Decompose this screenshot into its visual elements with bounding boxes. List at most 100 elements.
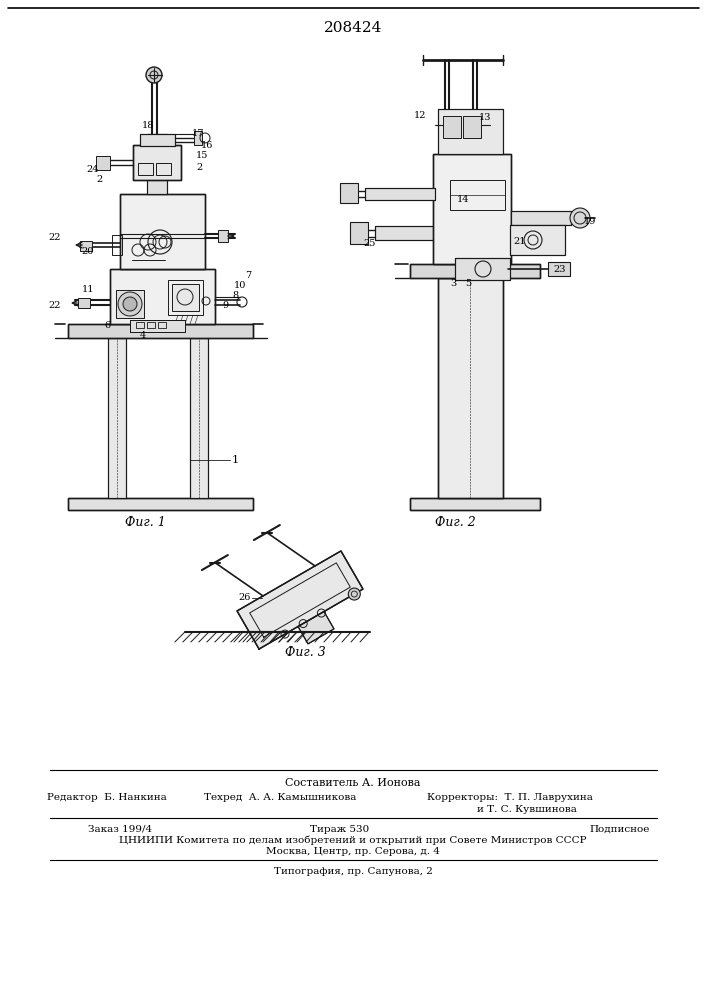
Bar (433, 154, 511, 264)
Text: 18: 18 (142, 120, 154, 129)
Bar (138, 163, 153, 175)
Bar (438, 278, 503, 498)
Bar (365, 188, 435, 200)
Bar (130, 320, 185, 332)
Text: 22: 22 (49, 300, 62, 310)
Text: 9: 9 (222, 300, 228, 310)
Bar (438, 109, 503, 154)
Bar (120, 194, 205, 269)
Text: 7: 7 (245, 271, 251, 280)
Bar (108, 338, 126, 498)
Bar (375, 226, 443, 240)
Text: 208424: 208424 (324, 21, 382, 35)
Text: 13: 13 (479, 113, 491, 122)
Bar (120, 194, 205, 269)
Text: 16: 16 (201, 140, 214, 149)
Polygon shape (237, 551, 363, 649)
Bar (463, 116, 481, 138)
Text: Подписное: Подписное (590, 824, 650, 834)
Text: 12: 12 (414, 110, 426, 119)
Text: Фиг. 2: Фиг. 2 (435, 516, 475, 528)
Bar (68, 498, 253, 510)
Text: и Т. С. Кувшинова: и Т. С. Кувшинова (477, 804, 577, 814)
Bar (510, 225, 565, 255)
Text: 1: 1 (231, 455, 238, 465)
Bar (438, 278, 503, 498)
Bar (410, 498, 540, 510)
Text: Корректоры:  Т. П. Лаврухина: Корректоры: Т. П. Лаврухина (427, 792, 593, 802)
Text: Техред  А. А. Камышникова: Техред А. А. Камышникова (204, 792, 356, 802)
Text: 26: 26 (239, 593, 251, 602)
Text: 5: 5 (465, 279, 471, 288)
Circle shape (146, 67, 162, 83)
Bar (410, 264, 540, 278)
Bar (156, 163, 171, 175)
Bar (147, 134, 167, 194)
Text: 23: 23 (554, 265, 566, 274)
Bar (158, 322, 166, 328)
Bar (140, 134, 175, 146)
Text: Москва, Центр, пр. Серова, д. 4: Москва, Центр, пр. Серова, д. 4 (266, 846, 440, 856)
Bar (438, 109, 503, 154)
Bar (190, 338, 208, 498)
Bar (68, 498, 253, 510)
Text: Тираж 530: Тираж 530 (310, 824, 370, 834)
Text: Составитель А. Ионова: Составитель А. Ионова (285, 778, 421, 788)
Bar (194, 131, 202, 145)
Bar (455, 258, 510, 280)
Bar (110, 269, 215, 324)
Text: Редактор  Б. Нанкина: Редактор Б. Нанкина (47, 792, 167, 802)
Text: Заказ 199/4: Заказ 199/4 (88, 824, 152, 834)
Bar (190, 338, 208, 498)
Text: 2: 2 (197, 162, 203, 172)
Text: 22: 22 (49, 232, 62, 241)
Bar (110, 269, 215, 324)
Text: Фиг. 1: Фиг. 1 (124, 516, 165, 528)
Bar (511, 211, 571, 225)
Text: 19: 19 (584, 218, 596, 227)
Bar (350, 222, 368, 244)
Bar (130, 320, 185, 332)
Polygon shape (298, 612, 334, 644)
Bar (136, 322, 144, 328)
Bar (140, 134, 175, 146)
Circle shape (349, 588, 361, 600)
Bar (410, 264, 540, 278)
Bar (410, 498, 540, 510)
Circle shape (123, 297, 137, 311)
Bar (147, 134, 167, 194)
Bar (133, 145, 181, 180)
Bar (68, 324, 253, 338)
Bar (112, 235, 122, 255)
Text: 3: 3 (450, 279, 456, 288)
Text: Типография, пр. Сапунова, 2: Типография, пр. Сапунова, 2 (274, 866, 433, 876)
Text: 25: 25 (364, 238, 376, 247)
Text: 8: 8 (232, 290, 238, 300)
Bar (218, 230, 228, 242)
Bar (168, 280, 203, 315)
Bar (108, 338, 126, 498)
Text: 10: 10 (234, 280, 246, 290)
Circle shape (570, 208, 590, 228)
Text: 20: 20 (82, 247, 94, 256)
Text: 11: 11 (82, 286, 94, 294)
Bar (443, 116, 461, 138)
Bar (548, 262, 570, 276)
Bar (80, 241, 92, 251)
Bar (433, 154, 511, 264)
Text: 21: 21 (514, 237, 526, 246)
Bar (147, 322, 155, 328)
Text: 15: 15 (196, 151, 208, 160)
Text: 4: 4 (140, 330, 146, 340)
Bar (511, 211, 571, 225)
Text: 17: 17 (192, 128, 204, 137)
Text: 24: 24 (87, 165, 99, 174)
Text: ЦНИИПИ Комитета по делам изобретений и открытий при Совете Министров СССР: ЦНИИПИ Комитета по делам изобретений и о… (119, 835, 587, 845)
Bar (68, 324, 253, 338)
Bar (133, 145, 181, 180)
Bar (172, 284, 199, 311)
Circle shape (118, 292, 142, 316)
Bar (340, 183, 358, 203)
Bar (116, 290, 144, 318)
Text: 6: 6 (104, 320, 110, 330)
